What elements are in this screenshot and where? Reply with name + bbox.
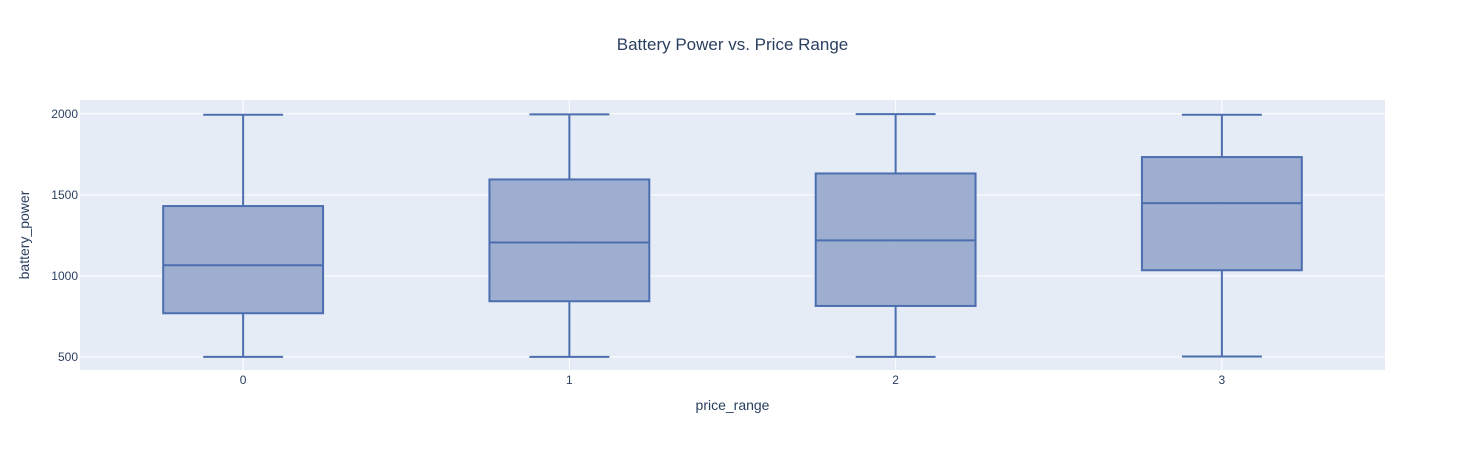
box-category-2 [814,113,977,358]
x-axis-title: price_range [696,397,770,413]
chart-title: Battery Power vs. Price Range [617,35,848,54]
box-category-3 [1140,113,1303,358]
x-tick-label: 3 [1219,373,1226,387]
x-axis-ticks: 0 1 2 3 [240,373,1226,387]
x-tick-label: 0 [240,373,247,387]
boxes [162,113,1303,358]
iqr-box [162,205,325,315]
box-category-1 [488,113,651,358]
y-tick-label: 500 [58,350,78,364]
iqr-box [1140,156,1303,272]
iqr-box [488,178,651,303]
y-tick-label: 2000 [51,107,78,121]
y-tick-label: 1500 [51,188,78,202]
y-axis-ticks: 500 1000 1500 2000 [51,107,78,364]
box-category-0 [162,113,325,358]
x-tick-label: 1 [566,373,573,387]
x-tick-label: 2 [892,373,899,387]
y-axis-title: battery_power [16,190,32,279]
y-tick-label: 1000 [51,269,78,283]
